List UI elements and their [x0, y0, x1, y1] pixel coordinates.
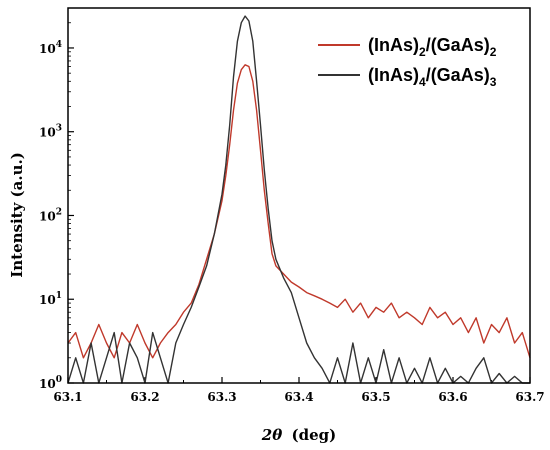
- x-axis-symbol: 2θ: [261, 426, 282, 444]
- x-tick-label: 63.5: [361, 390, 390, 404]
- y-tick-label: 100: [39, 375, 62, 391]
- y-tick-exponent: 1: [56, 291, 62, 301]
- x-tick-label: 63.7: [515, 390, 544, 404]
- x-axis-unit: (deg): [291, 426, 336, 444]
- y-tick-base: 10: [39, 209, 56, 223]
- x-axis-title: 2θ (deg): [261, 426, 336, 444]
- y-tick-exponent: 0: [56, 375, 62, 385]
- legend-subscript: 2: [419, 45, 426, 59]
- x-tick-label: 63.1: [53, 390, 82, 404]
- legend-label-2: (InAs)4/(GaAs)3: [368, 65, 497, 89]
- series-layer: [67, 15, 531, 384]
- y-tick-base: 10: [39, 377, 56, 391]
- y-tick-base: 10: [39, 293, 56, 307]
- legend-subscript: 2: [490, 45, 497, 59]
- plot-frame: [67, 7, 531, 384]
- y-tick-label: 103: [39, 124, 62, 140]
- y-tick-label: 104: [39, 40, 62, 56]
- legend-text-part: /(GaAs): [426, 65, 490, 85]
- x-tick-label: 63.2: [130, 390, 159, 404]
- legend-label-1: (InAs)2/(GaAs)2: [368, 35, 497, 59]
- legend-text-part: (InAs): [368, 35, 419, 55]
- y-tick-exponent: 3: [56, 124, 62, 134]
- y-tick-label: 101: [39, 291, 62, 307]
- legend-subscript: 3: [490, 75, 497, 89]
- x-tick-label: 63.4: [284, 390, 313, 404]
- x-tick-label: 63.6: [438, 390, 467, 404]
- y-tick-exponent: 4: [56, 40, 62, 50]
- y-tick-exponent: 2: [56, 207, 62, 217]
- legend-subscript: 4: [419, 75, 426, 89]
- y-tick-label: 102: [39, 207, 62, 223]
- legend: (InAs)2/(GaAs)2(InAs)4/(GaAs)3: [318, 35, 497, 89]
- legend-text-part: (InAs): [368, 65, 419, 85]
- legend-text-part: /(GaAs): [426, 35, 490, 55]
- y-tick-base: 10: [39, 42, 56, 56]
- label-layer: 63.1 63.2 63.3 63.4 63.5 63.6 63.7100101102103…: [39, 40, 545, 404]
- series-line-1: [67, 64, 531, 359]
- y-tick-base: 10: [39, 126, 56, 140]
- series-line-2: [67, 15, 530, 384]
- y-axis-title: Intensity (a.u.): [8, 152, 26, 278]
- x-tick-label: 63.3: [207, 390, 236, 404]
